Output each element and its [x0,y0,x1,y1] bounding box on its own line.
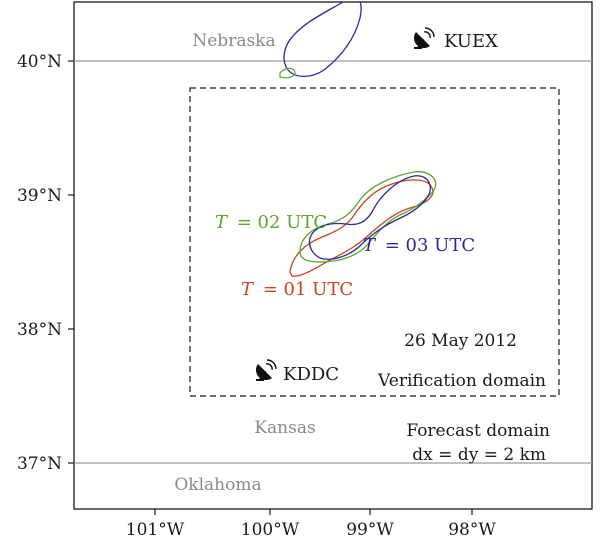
storm-label-01utc-value: = 01 UTC [263,279,353,300]
storm-label-02utc: T = 02 UTC [215,212,327,233]
lat-label-37: 37°N [17,454,62,474]
storm-label-02utc-var: T [215,212,229,233]
radar-dish-icon [414,27,435,49]
state-label-oklahoma: Oklahoma [174,475,261,495]
radar-label-kuex: KUEX [444,31,498,52]
state-label-kansas: Kansas [254,418,315,438]
forecast-domain-label: Forecast domain [406,421,550,441]
storm-contour-03utc [308,175,431,260]
storm-label-03utc-value: = 03 UTC [385,235,475,256]
storm-label-01utc-var: T [241,279,255,300]
lon-label-98: 98°W [448,520,496,540]
storm-contour-north-blue [283,1,362,78]
storm-contour-01utc [289,179,434,277]
lon-label-100: 100°W [241,520,300,540]
radar-kddc [256,359,277,381]
storm-label-03utc: T = 03 UTC [363,235,475,256]
lat-label-40: 40°N [17,52,62,72]
lat-label-38: 38°N [17,320,62,340]
storm-label-01utc: T = 01 UTC [241,279,353,300]
state-label-nebraska: Nebraska [192,31,275,51]
radar-kuex [414,27,435,49]
lon-label-101: 101°W [126,520,185,540]
storm-label-03utc-var: T [363,235,377,256]
storm-contour-02utc [299,171,437,263]
lon-label-99: 99°W [346,520,394,540]
radar-dish-icon [256,359,277,381]
radar-label-kddc: KDDC [283,364,339,385]
grid-spacing-label: dx = dy = 2 km [412,445,546,465]
map-frame [73,1,593,510]
verification-domain-label: Verification domain [377,371,546,391]
date-label: 26 May 2012 [404,331,517,351]
storm-label-02utc-value: = 02 UTC [237,212,327,233]
storm-contour-north-green [279,67,296,79]
verification-domain-box [189,87,560,397]
lat-label-39: 39°N [17,186,62,206]
